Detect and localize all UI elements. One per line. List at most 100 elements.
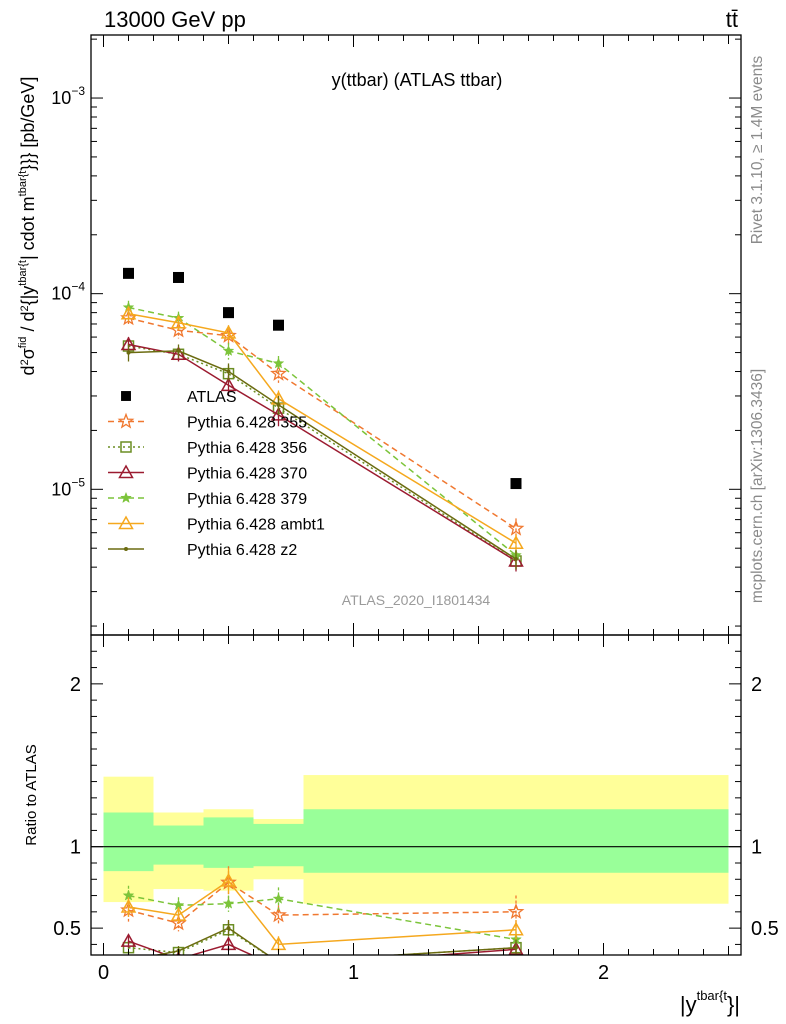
x-axis-label: |ytbar{t}|: [680, 988, 740, 1017]
band-inner: [153, 825, 204, 865]
ratio-y-tick-label: 2: [70, 674, 81, 696]
ratio-point: [222, 897, 235, 909]
series-3: [120, 336, 524, 572]
ratio-point: [220, 872, 237, 887]
legend-marker: [121, 391, 131, 401]
series-2: [122, 338, 522, 572]
ratio-point: [508, 921, 524, 936]
ratio-series-2: [120, 933, 524, 973]
xlabel-sup: tbar{t: [697, 988, 728, 1003]
data-point: [120, 305, 137, 320]
data-point: [222, 344, 235, 356]
data-point: [273, 319, 284, 331]
y-tick-label: 10−3: [51, 84, 85, 108]
x-tick-label: 2: [598, 962, 609, 984]
x-tick-label: 0: [98, 962, 109, 984]
svg-text:d2σfid / d2{|ytbar{t| cdot mtb: d2σfid / d2{|ytbar{t| cdot mtbar{t}}} [p…: [17, 77, 38, 376]
side-label-bottom: mcplots.cern.ch [arXiv:1306.3436]: [749, 369, 766, 603]
ylabel-sigma: σ: [18, 348, 38, 359]
y-tick-label: 10−5: [51, 475, 85, 499]
legend-item-3: Pythia 6.428 370: [108, 464, 307, 483]
legend-label: Pythia 6.428 355: [187, 415, 307, 432]
ratio-point: [272, 961, 285, 973]
ratio-point: [270, 906, 287, 923]
ratio-line: [128, 940, 517, 955]
legend: ATLAS Pythia 6.428 355 Pythia 6.428 356 Pyt…: [108, 389, 325, 559]
ylabel-close: }}} [pb/GeV]: [18, 77, 38, 171]
ylabel-d2: d: [18, 312, 38, 322]
ylabel-tbar: tbar{t: [17, 260, 29, 286]
ratio-point: [170, 907, 187, 921]
ratio-y-tick-label-right: 2: [751, 674, 762, 696]
ratio-series-5: [127, 919, 518, 963]
band-inner: [253, 823, 304, 867]
legend-label: Pythia 6.428 z2: [187, 542, 297, 559]
ratio-point: [127, 959, 131, 963]
legend-label: ATLAS: [187, 389, 237, 406]
legend-label: Pythia 6.428 379: [187, 491, 307, 508]
ratio-y-tick-label-right: 0.5: [751, 918, 779, 940]
ylabel-rest: | cdot m: [18, 196, 38, 260]
data-point: [510, 478, 522, 490]
series-6: [126, 344, 518, 570]
ratio-point: [272, 892, 285, 904]
series-0: [123, 267, 522, 490]
ratio-point: [514, 945, 518, 950]
legend-marker: [120, 441, 132, 453]
ylabel-d: d: [18, 365, 38, 375]
header-right: tt̄: [726, 7, 738, 32]
band-inner: [203, 817, 254, 868]
ratio-y-tick-label-right: 1: [751, 837, 762, 859]
band-inner: [103, 812, 154, 872]
data-point: [170, 346, 187, 361]
y-tick-label: 10−4: [51, 280, 85, 304]
bottom-axes: 0.5 0.5 1 1 2 2 0 1 2: [53, 634, 779, 984]
ratio-y-tick-label: 0.5: [53, 918, 81, 940]
legend-label: Pythia 6.428 ambt1: [187, 517, 325, 534]
data-point: [126, 350, 131, 355]
data-point: [173, 271, 184, 283]
legend-marker: [124, 547, 128, 551]
svg-text:|ytbar{t}|: |ytbar{t}|: [680, 988, 740, 1017]
legend-label: Pythia 6.428 356: [187, 440, 307, 457]
ratio-point: [120, 898, 137, 913]
xlabel-main: |y: [680, 992, 697, 1017]
legend-label: Pythia 6.428 370: [187, 466, 307, 483]
data-point: [220, 377, 237, 392]
bottom-panel: 0.5 0.5 1 1 2 2 0 1 2: [53, 634, 779, 984]
ratio-point: [120, 933, 137, 947]
top-panel: 10−3 10−4 10−5 y(ttbar) (ATLAS ttbar) ATLA…: [51, 34, 742, 636]
data-point: [507, 519, 525, 536]
ratio-series-4: [120, 867, 524, 953]
data-point: [270, 364, 287, 381]
plot-title: y(ttbar) (ATLAS ttbar): [332, 70, 503, 90]
data-point: [514, 557, 518, 562]
bottom-panel-frame: [90, 634, 742, 956]
legend-item-4: Pythia 6.428 379: [108, 491, 307, 508]
ylabel-two: 2: [19, 359, 31, 365]
data-point: [270, 406, 287, 421]
legend-item-6: Pythia 6.428 z2: [108, 542, 297, 559]
side-label-top: Rivet 3.1.10, ≥ 1.4M events: [749, 55, 766, 244]
ratio-line: [128, 928, 517, 955]
data-point: [176, 348, 181, 353]
ylabel-two2: 2: [19, 305, 31, 311]
y-axis-label-bottom: Ratio to ATLAS: [23, 744, 40, 845]
legend-item-1: Pythia 6.428 355: [108, 412, 307, 432]
band-inner: [303, 809, 729, 873]
ratio-point: [226, 926, 231, 931]
ylabel-den: {|y: [18, 286, 38, 306]
ratio-line: [128, 881, 517, 925]
watermark: ATLAS_2020_I1801434: [342, 592, 491, 608]
x-tick-label: 1: [348, 962, 359, 984]
legend-item-2: Pythia 6.428 356: [108, 440, 307, 457]
ratio-point: [507, 902, 525, 920]
data-point: [220, 324, 237, 339]
data-point: [276, 402, 281, 407]
bottom-plot-area: [91, 775, 741, 973]
data-point: [170, 314, 187, 329]
data-point: [226, 369, 231, 374]
legend-marker: [118, 464, 134, 479]
legend-marker: [117, 412, 135, 429]
